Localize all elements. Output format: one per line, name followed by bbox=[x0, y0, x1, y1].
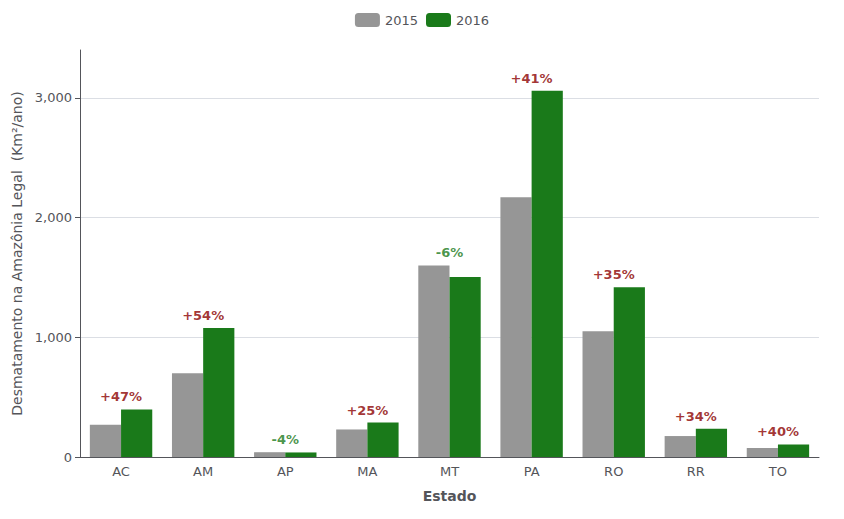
svg-text:MT: MT bbox=[440, 464, 459, 479]
svg-text:3,000: 3,000 bbox=[35, 90, 72, 105]
svg-text:+47%: +47% bbox=[100, 389, 142, 404]
svg-text:RR: RR bbox=[687, 464, 705, 479]
svg-text:+40%: +40% bbox=[757, 424, 799, 439]
svg-text:+54%: +54% bbox=[182, 308, 224, 323]
svg-text:-4%: -4% bbox=[272, 432, 299, 447]
svg-text:+34%: +34% bbox=[675, 409, 717, 424]
svg-text:MA: MA bbox=[357, 464, 377, 479]
svg-text:+35%: +35% bbox=[593, 267, 635, 282]
svg-text:2,000: 2,000 bbox=[35, 210, 72, 225]
svg-text:RO: RO bbox=[604, 464, 623, 479]
svg-text:AC: AC bbox=[112, 464, 130, 479]
svg-text:Desmatamento na Amazônia Legal: Desmatamento na Amazônia Legal (Km²/ano) bbox=[9, 91, 25, 416]
svg-text:2016: 2016 bbox=[456, 13, 489, 28]
svg-text:2015: 2015 bbox=[385, 13, 418, 28]
svg-text:AM: AM bbox=[193, 464, 213, 479]
svg-text:AP: AP bbox=[277, 464, 294, 479]
svg-text:+25%: +25% bbox=[346, 403, 388, 418]
svg-text:+41%: +41% bbox=[511, 71, 553, 86]
svg-text:0: 0 bbox=[64, 450, 72, 465]
svg-text:1,000: 1,000 bbox=[35, 330, 72, 345]
svg-text:Estado: Estado bbox=[423, 488, 477, 504]
svg-text:TO: TO bbox=[768, 464, 787, 479]
svg-text:-6%: -6% bbox=[436, 245, 463, 260]
svg-text:PA: PA bbox=[524, 464, 540, 479]
